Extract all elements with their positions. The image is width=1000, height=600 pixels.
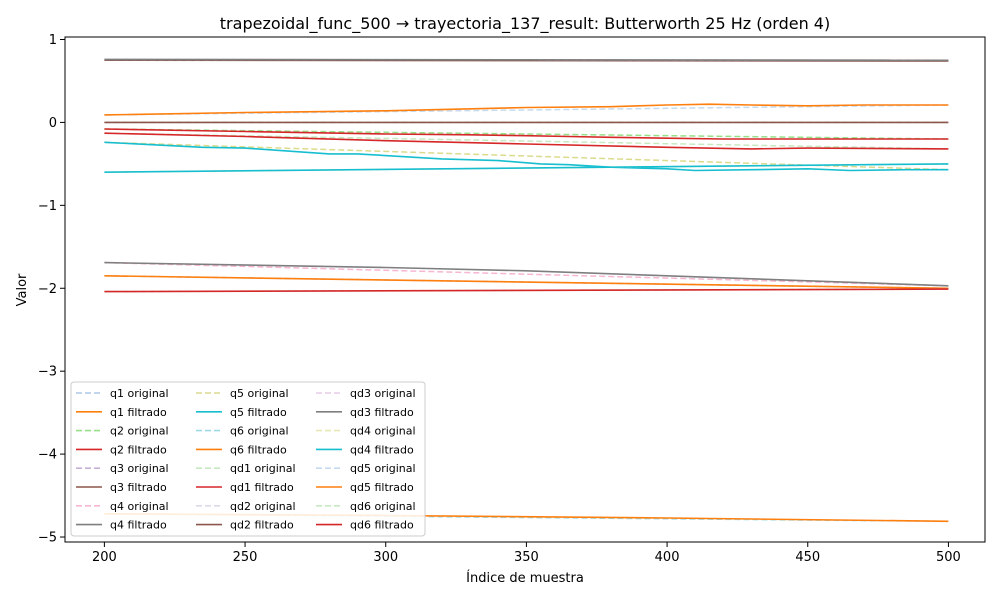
series-line-qd4-filtrado	[104, 163, 949, 173]
legend-entry: q5 filtrado	[230, 406, 287, 419]
legend-entry: qd4 filtrado	[350, 443, 414, 456]
series-line-qd5-filtrado	[104, 103, 949, 116]
legend-entry: q2 original	[110, 425, 169, 438]
legend-entry: q3 original	[110, 462, 169, 475]
legend: q1 original q1 filtrado q2 original q2 filt…	[70, 381, 426, 537]
x-axis: 200 250 300 350 400 450 500	[92, 542, 961, 565]
y-tick-label: −5	[38, 531, 57, 546]
series-line-qd3-filtrado	[104, 58, 949, 62]
legend-entry: q1 original	[110, 387, 169, 400]
y-axis-label: Valor	[15, 273, 30, 306]
legend-entry: qd5 original	[350, 462, 416, 475]
legend-entry: q6 original	[230, 425, 289, 438]
y-tick-label: −2	[38, 282, 57, 297]
y-tick-label: 1	[49, 33, 57, 48]
legend-entry: qd2 original	[230, 500, 296, 513]
x-tick-label: 250	[233, 550, 258, 565]
y-tick-label: −3	[38, 365, 57, 380]
x-tick-label: 450	[795, 550, 820, 565]
legend-entry: qd6 filtrado	[350, 519, 414, 532]
legend-entry: q4 original	[110, 500, 169, 513]
legend-entry: q6 filtrado	[230, 443, 287, 456]
legend-entry: qd4 original	[350, 425, 416, 438]
y-tick-label: −1	[38, 199, 57, 214]
legend-entry: q2 filtrado	[110, 443, 167, 456]
y-tick-label: 0	[49, 116, 57, 131]
x-tick-label: 500	[936, 550, 961, 565]
series-line-q4-original	[104, 261, 949, 287]
legend-entry: q1 filtrado	[110, 406, 167, 419]
series-line-q1-filtrado	[104, 275, 949, 290]
x-tick-label: 300	[373, 550, 398, 565]
series-line-q2-filtrado	[104, 128, 949, 140]
x-tick-label: 200	[92, 550, 117, 565]
legend-entry: qd1 original	[230, 462, 296, 475]
legend-entry: q3 filtrado	[110, 481, 167, 494]
x-tick-label: 400	[655, 550, 680, 565]
legend-entry: qd5 filtrado	[350, 481, 414, 494]
chart-title: trapezoidal_func_500 → trayectoria_137_r…	[220, 14, 830, 34]
plot-area	[104, 58, 949, 523]
plot-frame	[64, 36, 986, 543]
series-line-q5-filtrado	[104, 141, 949, 172]
series-line-q4-filtrado	[104, 261, 949, 287]
series-line-q2-original	[104, 128, 949, 140]
x-tick-label: 350	[514, 550, 539, 565]
series-line-qd6-filtrado	[104, 132, 949, 150]
x-axis-label: Índice de muestra	[466, 570, 584, 586]
legend-box	[70, 381, 426, 537]
legend-entry: q4 filtrado	[110, 519, 167, 532]
legend-entry: qd2 filtrado	[230, 519, 294, 532]
legend-entry: qd1 filtrado	[230, 481, 294, 494]
y-axis: 1 0 −1 −2 −3 −4 −5	[38, 33, 65, 546]
series-line-qd1-filtrado	[104, 288, 949, 293]
legend-entry: qd3 filtrado	[350, 406, 414, 419]
legend-entry: qd6 original	[350, 500, 416, 513]
legend-entry: q5 original	[230, 387, 289, 400]
legend-entry: qd3 original	[350, 387, 416, 400]
y-tick-label: −4	[38, 448, 57, 463]
